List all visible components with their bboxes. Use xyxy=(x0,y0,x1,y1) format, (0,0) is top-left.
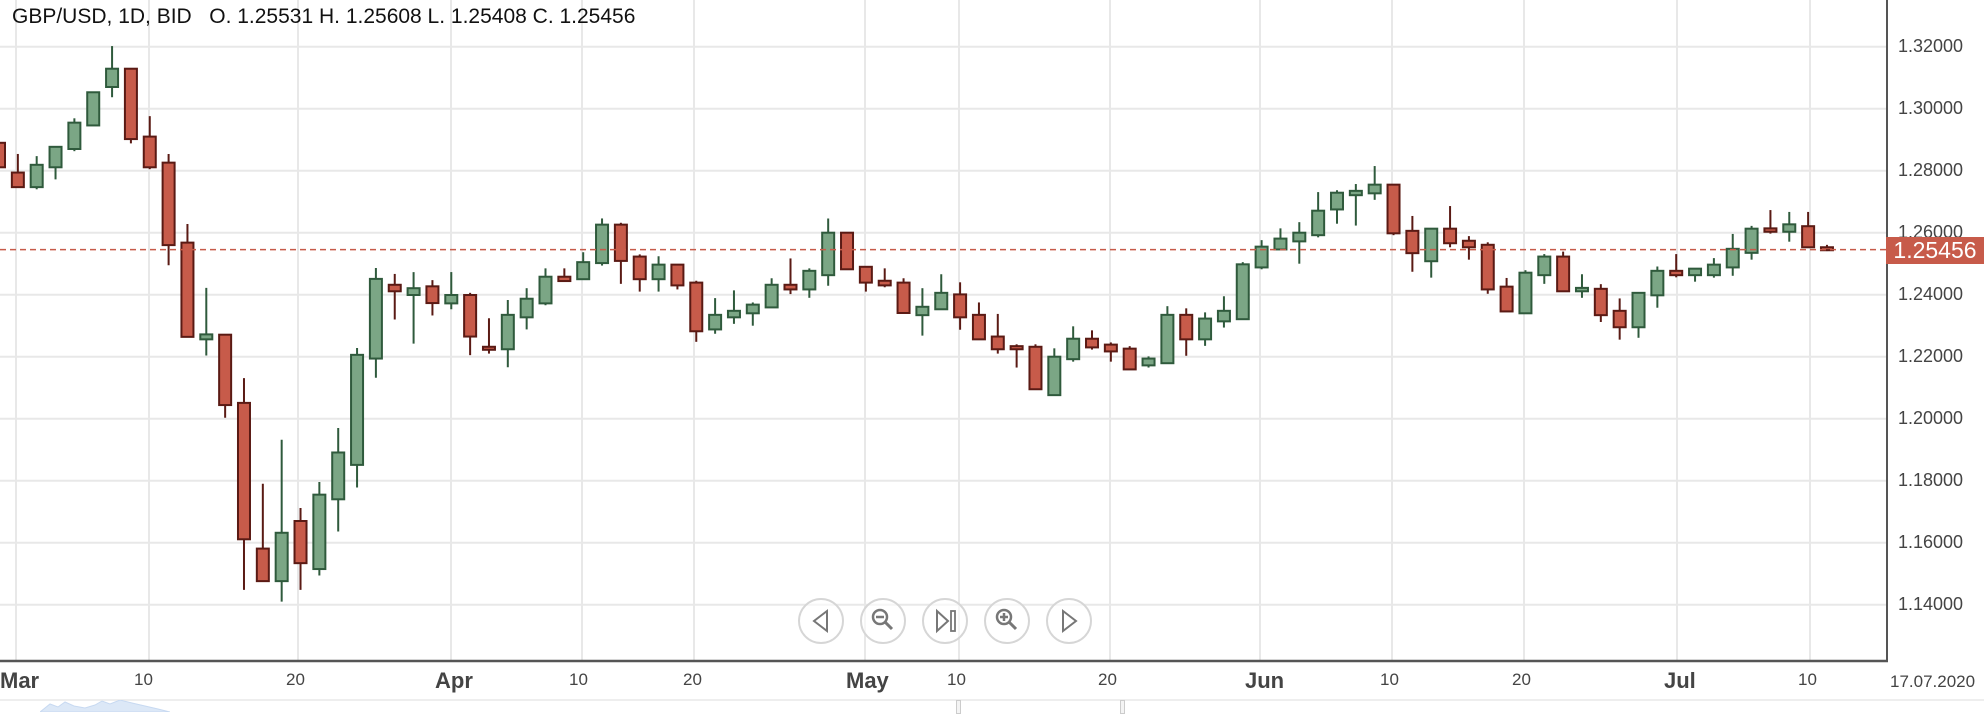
x-tick-label: 20 xyxy=(1098,670,1117,689)
triangle-left-icon xyxy=(812,608,828,634)
y-tick-label: 1.26000 xyxy=(1898,221,1964,242)
y-tick-label: 1.24000 xyxy=(1898,283,1964,304)
x-tick-label: 10 xyxy=(134,670,153,689)
x-tick-label: Mar xyxy=(0,668,40,693)
zoom-out-button[interactable] xyxy=(860,598,906,644)
x-tick-label: 10 xyxy=(1380,670,1399,689)
y-tick-label: 1.18000 xyxy=(1898,469,1964,490)
x-tick-label: 20 xyxy=(1512,670,1531,689)
x-tick-label: Jun xyxy=(1245,668,1285,693)
end-date-label: 17.07.2020 xyxy=(1890,672,1976,691)
x-tick-label: 10 xyxy=(569,670,588,689)
x-tick-label: May xyxy=(846,668,889,693)
chart-title: GBP/USD, 1D, BID O. 1.25531 H. 1.25608 L… xyxy=(12,5,635,29)
y-tick-label: 1.28000 xyxy=(1898,159,1964,180)
x-tick-label: 20 xyxy=(683,670,702,689)
zoom-in-icon xyxy=(995,608,1018,631)
symbol-label: GBP/USD, 1D, BID xyxy=(12,5,192,28)
triangle-right-icon xyxy=(1062,608,1078,634)
ohlc-label: O. 1.25531 H. 1.25608 L. 1.25408 C. 1.25… xyxy=(209,5,636,28)
zoom-out-icon xyxy=(871,608,894,631)
candles xyxy=(0,46,1834,602)
y-tick-label: 1.20000 xyxy=(1898,407,1964,428)
x-tick-label: 10 xyxy=(1798,670,1817,689)
x-tick-label: Apr xyxy=(435,668,473,693)
scroll-left-button[interactable] xyxy=(798,598,844,644)
jump-to-latest-button[interactable] xyxy=(922,598,968,644)
zoom-in-button[interactable] xyxy=(984,598,1030,644)
skip-end-icon xyxy=(936,608,956,634)
current-price-tag: 1.25456 xyxy=(1886,237,1984,264)
y-tick-label: 1.22000 xyxy=(1898,345,1964,366)
scroll-right-button[interactable] xyxy=(1046,598,1092,644)
y-tick-label: 1.14000 xyxy=(1898,593,1964,614)
range-navigator[interactable] xyxy=(0,699,1984,714)
navigator-mini-chart xyxy=(40,700,170,712)
x-tick-label: 20 xyxy=(286,670,305,689)
x-tick-label: Jul xyxy=(1664,668,1696,693)
y-tick-label: 1.32000 xyxy=(1898,35,1964,56)
x-tick-label: 10 xyxy=(947,670,966,689)
y-tick-label: 1.16000 xyxy=(1898,531,1964,552)
y-tick-label: 1.30000 xyxy=(1898,97,1964,118)
